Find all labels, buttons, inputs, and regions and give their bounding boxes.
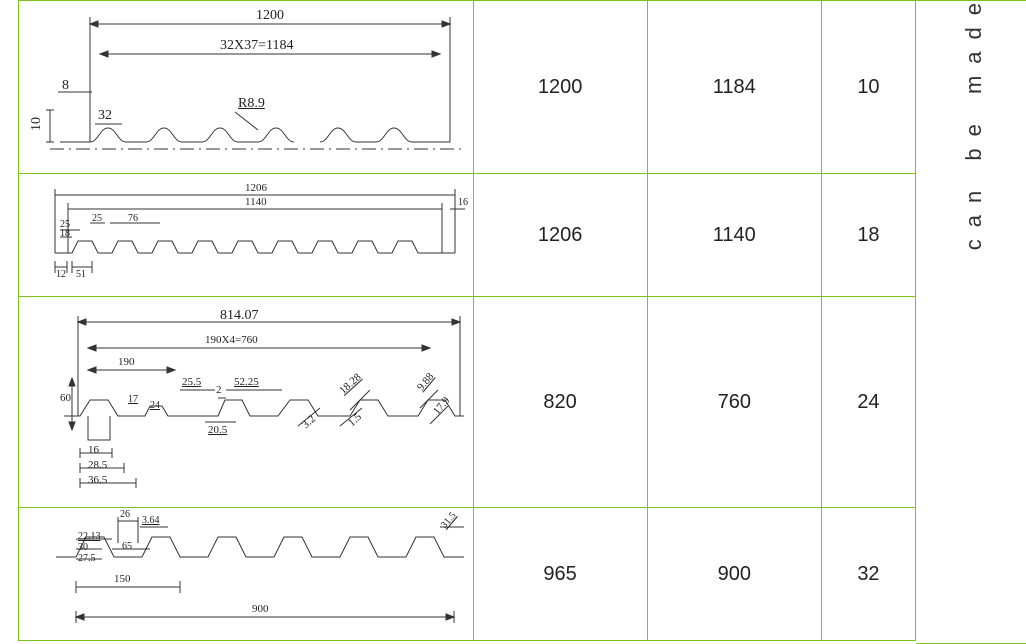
spec-table: 1200 32X37=1184 8 10 32 R8.9 1200 1184 1… (18, 0, 916, 641)
dim-2: 2 (216, 384, 222, 396)
cell-c: 32 (821, 508, 915, 641)
dim-205: 20.5 (208, 424, 227, 436)
dim-25b: 25 (92, 213, 102, 224)
dim-76: 76 (128, 213, 138, 224)
cell-a: 1206 (473, 174, 647, 297)
dim-17: 17 (128, 394, 138, 405)
dim-1206: 1206 (245, 182, 267, 194)
dim-second: 32X37=1184 (220, 38, 294, 54)
table-row: 26 3.64 22.13 30 27.5 65 150 900 31.5 96… (19, 508, 916, 641)
dim-2213: 22.13 (78, 531, 101, 542)
dim-32: 32 (98, 108, 112, 124)
cell-b: 1140 (647, 174, 821, 297)
dim-5225: 52.25 (234, 376, 259, 388)
side-note: can be made (961, 0, 987, 250)
cell-a: 965 (473, 508, 647, 641)
dim-8: 8 (62, 78, 69, 94)
table-row: 814.07 190X4=760 190 60 17 24 25.5 2 52.… (19, 297, 916, 508)
diagram-cell: 1206 1140 16 25 18 25 76 12 51 (19, 174, 474, 297)
dim-275: 27.5 (78, 553, 96, 564)
dim-60: 60 (60, 392, 71, 404)
dim-900: 900 (252, 603, 269, 615)
dim-12: 12 (56, 269, 66, 280)
cell-a: 1200 (473, 1, 647, 174)
dim-18: 18 (60, 228, 70, 239)
dim-255: 25.5 (182, 376, 201, 388)
dim-65: 65 (122, 541, 132, 552)
dim-1140: 1140 (245, 196, 267, 208)
dim-364: 3.64 (142, 515, 160, 526)
diagram-cell: 26 3.64 22.13 30 27.5 65 150 900 31.5 (19, 508, 474, 641)
dim-150: 150 (114, 573, 131, 585)
diagram-cell: 814.07 190X4=760 190 60 17 24 25.5 2 52.… (19, 297, 474, 508)
dim-190: 190 (118, 356, 135, 368)
dim-26: 26 (120, 509, 130, 520)
cell-c: 18 (821, 174, 915, 297)
dim-760: 190X4=760 (205, 334, 258, 346)
dim-30: 30 (78, 542, 88, 553)
cell-b: 900 (647, 508, 821, 641)
cell-b: 760 (647, 297, 821, 508)
dim-51: 51 (76, 269, 86, 280)
dim-r89: R8.9 (238, 96, 265, 112)
dim-b365: 36.5 (88, 474, 107, 486)
cell-c: 24 (821, 297, 915, 508)
diagram-cell: 1200 32X37=1184 8 10 32 R8.9 (19, 1, 474, 174)
dim-10: 10 (29, 117, 45, 131)
table-row: 1206 1140 16 25 18 25 76 12 51 1206 1140… (19, 174, 916, 297)
dim-16: 16 (458, 197, 468, 208)
cell-c: 10 (821, 1, 915, 174)
dim-b16: 16 (88, 444, 99, 456)
side-note-container: can be made (916, 0, 1026, 644)
dim-top: 1200 (256, 8, 284, 24)
dim-24: 24 (150, 400, 160, 411)
dim-b285: 28.5 (88, 459, 107, 471)
dim-814: 814.07 (220, 308, 259, 324)
cell-a: 820 (473, 297, 647, 508)
table-row: 1200 32X37=1184 8 10 32 R8.9 1200 1184 1… (19, 1, 916, 174)
cell-b: 1184 (647, 1, 821, 174)
